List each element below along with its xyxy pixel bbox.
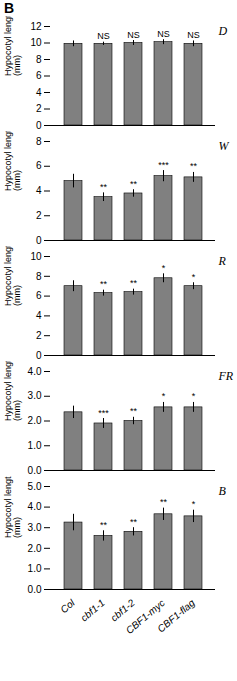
svg-text:**: ** xyxy=(100,279,108,289)
svg-text:**: ** xyxy=(100,182,108,192)
svg-text:W: W xyxy=(219,139,230,153)
svg-text:4: 4 xyxy=(36,87,42,98)
svg-text:NS: NS xyxy=(187,30,200,40)
svg-text:10: 10 xyxy=(30,251,42,262)
svg-text:4.0: 4.0 xyxy=(28,501,42,512)
svg-text:8: 8 xyxy=(36,136,42,147)
svg-text:5.0: 5.0 xyxy=(28,481,42,492)
svg-text:Hypocotyl length(mm): Hypocotyl length(mm) xyxy=(3,476,22,538)
svg-text:2.0: 2.0 xyxy=(28,543,42,554)
svg-text:***: *** xyxy=(98,408,109,418)
svg-text:cbf1-2: cbf1-2 xyxy=(108,597,137,624)
svg-text:*: * xyxy=(162,263,166,273)
svg-text:**: ** xyxy=(190,161,198,171)
svg-text:**: ** xyxy=(130,517,138,527)
svg-text:12: 12 xyxy=(30,21,42,32)
svg-text:Hypocotyl length(mm): Hypocotyl length(mm) xyxy=(3,361,22,421)
svg-text:Col: Col xyxy=(58,597,77,616)
svg-text:Hypocotyl length(mm): Hypocotyl length(mm) xyxy=(3,131,22,191)
html-text:B: B xyxy=(4,0,15,16)
svg-text:2: 2 xyxy=(36,330,42,341)
svg-text:R: R xyxy=(218,254,227,268)
svg-text:1.0: 1.0 xyxy=(28,563,42,574)
svg-text:10: 10 xyxy=(30,37,42,48)
svg-text:0.0: 0.0 xyxy=(28,584,42,595)
svg-text:cbf1-1: cbf1-1 xyxy=(78,597,106,623)
svg-text:0.0: 0.0 xyxy=(28,465,42,476)
svg-text:NS: NS xyxy=(127,30,140,40)
svg-text:**: ** xyxy=(160,497,168,507)
svg-text:4: 4 xyxy=(36,185,42,196)
svg-text:1.0: 1.0 xyxy=(28,440,42,451)
svg-text:**: ** xyxy=(100,520,108,530)
svg-text:3.0: 3.0 xyxy=(28,390,42,401)
svg-text:8: 8 xyxy=(36,271,42,282)
svg-text:CBF1-flag: CBF1-flag xyxy=(155,597,197,635)
svg-text:0: 0 xyxy=(36,235,42,246)
svg-text:4: 4 xyxy=(36,310,42,321)
svg-text:B: B xyxy=(219,484,227,498)
svg-text:8: 8 xyxy=(36,54,42,65)
svg-text:2: 2 xyxy=(36,103,42,114)
svg-text:*: * xyxy=(192,499,196,509)
svg-text:Hypocotyl length(mm): Hypocotyl length(mm) xyxy=(3,16,22,76)
svg-text:Hypocotyl length(mm): Hypocotyl length(mm) xyxy=(3,246,22,306)
svg-text:**: ** xyxy=(130,278,138,288)
svg-text:NS: NS xyxy=(97,31,110,41)
svg-text:0: 0 xyxy=(36,350,42,361)
svg-text:6: 6 xyxy=(36,290,42,301)
svg-text:4.0: 4.0 xyxy=(28,366,42,377)
svg-text:***: *** xyxy=(158,160,169,170)
svg-text:**: ** xyxy=(130,406,138,416)
svg-text:0: 0 xyxy=(36,120,42,131)
svg-text:*: * xyxy=(192,391,196,401)
svg-text:FR: FR xyxy=(218,369,234,383)
svg-text:CBF1-myc: CBF1-myc xyxy=(123,597,167,636)
svg-text:6: 6 xyxy=(36,70,42,81)
svg-text:NS: NS xyxy=(157,29,170,39)
svg-text:6: 6 xyxy=(36,160,42,171)
svg-text:D: D xyxy=(218,24,228,38)
svg-text:3.0: 3.0 xyxy=(28,522,42,533)
svg-text:**: ** xyxy=(130,179,138,189)
svg-text:2: 2 xyxy=(36,210,42,221)
svg-text:2.0: 2.0 xyxy=(28,415,42,426)
svg-text:*: * xyxy=(162,391,166,401)
svg-text:*: * xyxy=(192,272,196,282)
